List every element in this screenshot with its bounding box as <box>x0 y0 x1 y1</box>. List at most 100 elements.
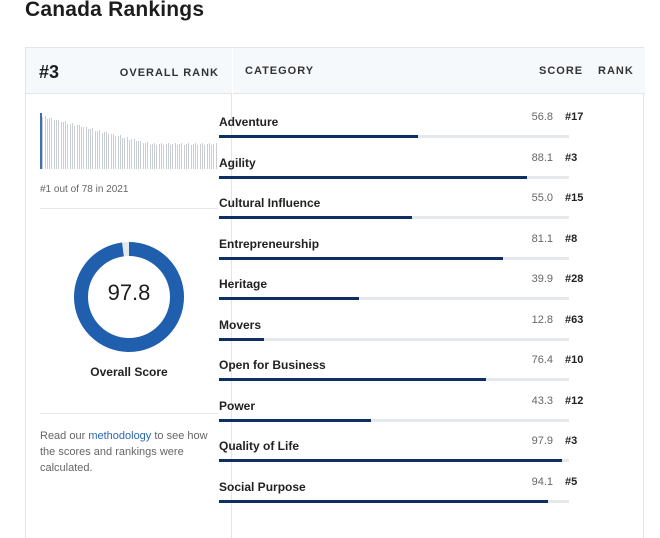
sparkline-bar <box>179 144 181 169</box>
sparkline-bar <box>211 145 213 169</box>
category-rank: #5 <box>565 475 578 488</box>
sparkline-bar <box>147 142 149 169</box>
sparkline-bar <box>124 138 126 169</box>
sparkline-bar <box>117 136 119 169</box>
sparkline-bar <box>110 134 112 169</box>
sparkline-bar <box>197 145 199 169</box>
sparkline-bar <box>144 143 146 169</box>
category-table-header: CATEGORY SCORE RANK <box>233 48 645 94</box>
page-title: Canada Rankings <box>25 0 205 21</box>
score-bar-fill <box>219 216 412 219</box>
rank-history-caption: #1 out of 78 in 2021 <box>40 184 129 195</box>
category-row: Adventure 56.8 #17 <box>219 93 609 138</box>
score-bar-track <box>219 418 569 422</box>
sparkline-bar <box>85 127 87 169</box>
sparkline-bar <box>58 120 60 169</box>
sparkline-bar <box>135 141 137 169</box>
category-rank: #8 <box>565 232 578 245</box>
score-bar-track <box>219 135 569 138</box>
category-name: Social Purpose <box>219 479 306 494</box>
sparkline-bar <box>215 143 217 169</box>
category-name: Cultural Influence <box>219 196 321 210</box>
category-rank: #3 <box>565 151 578 164</box>
score-bar-fill <box>219 378 487 381</box>
category-row: Power 43.3 #12 <box>219 377 609 422</box>
sparkline-bar <box>131 139 133 169</box>
sparkline-bar <box>133 139 135 169</box>
sparkline-bar <box>119 135 121 169</box>
category-name: Open for Business <box>219 358 326 372</box>
sparkline-bar <box>101 133 103 169</box>
rankings-card: #3 OVERALL RANK #1 out of 78 in 2021 97.… <box>25 47 645 538</box>
score-bar-track <box>219 175 569 179</box>
sparkline-bar <box>122 138 124 169</box>
sparkline-bar <box>46 119 48 169</box>
sparkline-bar <box>87 129 89 169</box>
sparkline-bar <box>142 143 144 169</box>
methodology-prefix: Read our <box>40 430 89 442</box>
methodology-suffix: to see how the scores and rankings were … <box>40 430 208 474</box>
score-bar-track <box>219 256 569 260</box>
sparkline-bar <box>49 118 51 169</box>
sparkline-bar <box>113 134 115 169</box>
overall-score-label: Overall Score <box>90 365 168 379</box>
category-row: Heritage 39.9 #28 <box>219 255 609 300</box>
category-row: Open for Business 76.4 #10 <box>219 336 609 381</box>
category-row: Quality of Life 97.9 #3 <box>219 417 609 462</box>
sparkline-bar <box>83 127 85 169</box>
category-score: 39.9 <box>531 273 553 285</box>
methodology-link[interactable]: methodology <box>88 430 152 442</box>
category-score: 55.0 <box>531 192 553 204</box>
score-bar-fill <box>219 337 264 341</box>
score-bar-track <box>219 459 569 462</box>
sparkline-bar <box>172 144 174 169</box>
category-score: 12.8 <box>531 313 553 326</box>
rank-history-sparkline <box>40 113 218 169</box>
category-row: Movers 12.8 #63 <box>219 296 609 341</box>
category-score: 97.9 <box>531 435 553 447</box>
category-row: Social Purpose 94.1 #5 <box>219 458 609 503</box>
score-bar-track <box>219 378 569 381</box>
category-rank: #12 <box>565 394 584 407</box>
score-bar-fill <box>219 135 418 138</box>
sparkline-bar <box>69 124 71 169</box>
category-rank: #3 <box>565 435 578 447</box>
score-bar-track <box>219 297 569 300</box>
sparkline-bar <box>65 121 67 169</box>
sparkline-bar <box>188 143 190 169</box>
sparkline-bar <box>163 145 165 169</box>
sparkline-bar <box>74 126 76 169</box>
category-score: 94.1 <box>531 475 553 488</box>
sparkline-bar <box>154 143 156 169</box>
sparkline-bar <box>103 132 105 169</box>
category-score: 76.4 <box>531 354 553 366</box>
sparkline-bar <box>94 131 96 169</box>
overall-score-value: 97.8 <box>107 280 151 305</box>
sparkline-bar <box>158 144 160 169</box>
sparkline-bar <box>108 134 110 169</box>
category-score: 56.8 <box>531 111 553 123</box>
sparkline-bar <box>71 123 73 169</box>
sparkline-bar <box>176 145 178 169</box>
sparkline-bar <box>106 132 108 169</box>
sparkline-bar <box>160 143 162 169</box>
sparkline-bar <box>62 122 64 169</box>
sparkline-bar <box>76 125 78 169</box>
donut-score-arc <box>74 242 184 352</box>
category-rank: #15 <box>565 192 584 204</box>
category-rank: #17 <box>565 111 584 123</box>
sparkline-bar <box>97 131 99 169</box>
category-name: Quality of Life <box>219 439 300 453</box>
sparkline-bar <box>195 143 197 169</box>
score-bar-fill <box>219 256 503 260</box>
category-name: Agility <box>219 155 256 170</box>
sparkline-bar <box>208 143 210 169</box>
category-row: Agility 88.1 #3 <box>219 134 609 179</box>
category-score: 81.1 <box>531 232 553 245</box>
overall-panel: #3 OVERALL RANK #1 out of 78 in 2021 97.… <box>26 48 232 538</box>
score-bar-fill <box>219 418 371 422</box>
rank-column-header: RANK <box>598 65 634 77</box>
category-name: Entrepreneurship <box>219 236 320 251</box>
overall-rank-header: #3 OVERALL RANK <box>26 48 232 94</box>
sparkline-bar <box>174 143 176 169</box>
